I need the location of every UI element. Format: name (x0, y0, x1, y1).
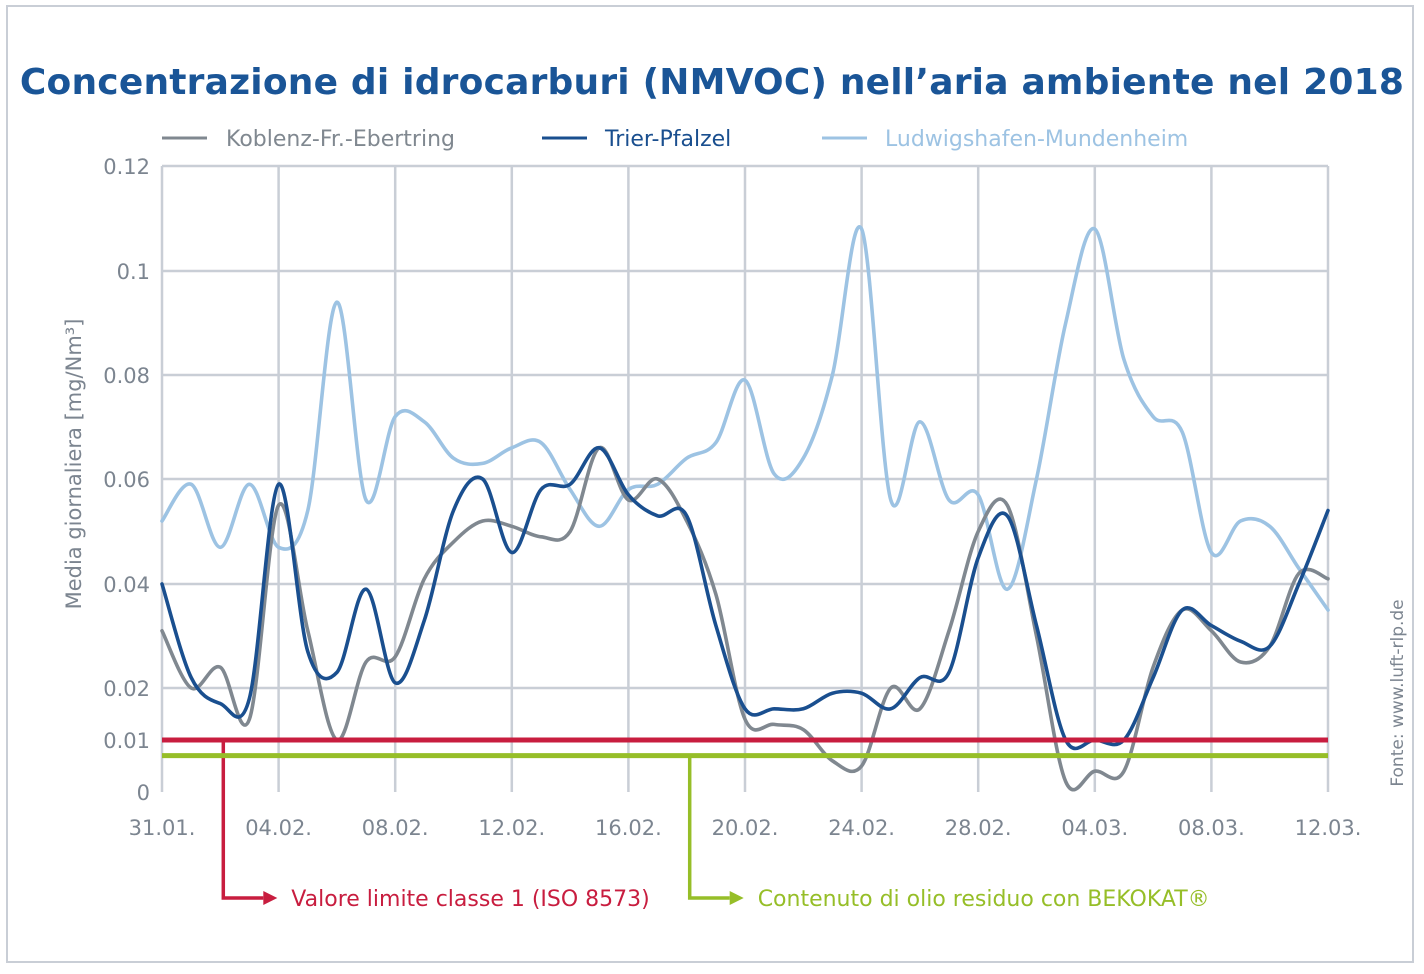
legend-label: Ludwigshafen-Mundenheim (885, 127, 1188, 152)
x-tick-label: 12.02. (478, 816, 545, 840)
x-tick-label: 08.02. (362, 816, 429, 840)
x-tick-label: 24.02. (828, 816, 895, 840)
y-tick-label: 0.1 (117, 260, 150, 284)
y-axis-title: Media giornaliera [mg/Nm³] (62, 318, 86, 610)
arrow-icon (263, 891, 278, 905)
x-tick-label: 20.02. (712, 816, 779, 840)
legend: Koblenz-Fr.-Ebertring Trier-Pfalzel Ludwig… (162, 127, 1188, 152)
x-tick-label: 28.02. (945, 816, 1012, 840)
legend-label: Koblenz-Fr.-Ebertring (226, 127, 455, 152)
x-tick-label: 04.02. (245, 816, 312, 840)
y-axis: 0 0.01 0.02 0.04 0.06 0.08 0.1 0.12 (103, 155, 150, 805)
grid (160, 164, 1330, 792)
x-tick-label: 08.03. (1178, 816, 1245, 840)
y-tick-label: 0.02 (103, 677, 150, 701)
x-tick-label: 12.03. (1295, 816, 1362, 840)
reference-lines: Valore limite classe 1 (ISO 8573) Contenu… (162, 737, 1328, 912)
legend-label: Trier-Pfalzel (604, 127, 731, 152)
arrow-icon (729, 891, 744, 905)
x-tick-label: 04.03. (1061, 816, 1128, 840)
x-tick-label: 31.01. (129, 816, 196, 840)
callout-connector (221, 740, 264, 900)
callout-connector (687, 755, 730, 900)
y-tick-label: 0 (137, 781, 150, 805)
source-note: Fonte: www.luft-rlp.de (1388, 599, 1408, 787)
y-tick-label: 0.06 (103, 468, 150, 492)
y-tick-label: 0.12 (103, 155, 150, 179)
series-line-ludwigshafen (160, 224, 1330, 612)
y-tick-label: 0.01 (103, 729, 150, 753)
x-axis: 31.01. 04.02. 08.02. 12.02. 16.02. 20.02. 24.0… (129, 816, 1362, 840)
y-tick-label: 0.08 (103, 364, 150, 388)
x-tick-label: 16.02. (595, 816, 662, 840)
y-tick-label: 0.04 (103, 573, 150, 597)
chart-frame (6, 5, 1414, 963)
reference-line-label: Valore limite classe 1 (ISO 8573) (291, 887, 649, 912)
chart-title: Concentrazione di idrocarburi (NMVOC) ne… (19, 62, 1405, 103)
reference-line-label: Contenuto di olio residuo con BEKOKAT® (758, 887, 1210, 912)
